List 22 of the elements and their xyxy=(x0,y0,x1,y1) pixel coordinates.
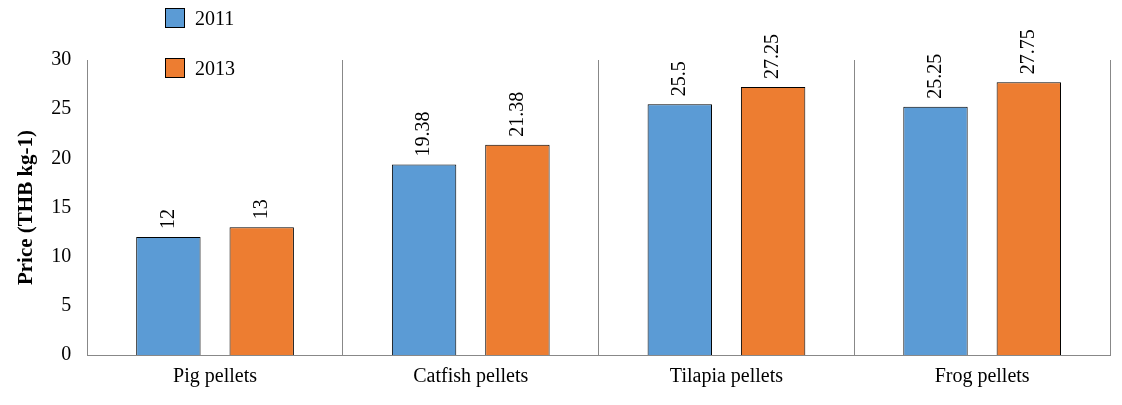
data-label: 27.75 xyxy=(1016,29,1039,75)
y-tick-label: 0 xyxy=(61,342,72,365)
x-tick-label: Tilapia pellets xyxy=(669,364,784,388)
data-label: 19.38 xyxy=(411,111,434,157)
data-label: 21.38 xyxy=(504,91,527,137)
data-label: 25.25 xyxy=(922,53,945,99)
y-axis-title: Price (THB kg-1) xyxy=(13,129,38,286)
legend-label: 2011 xyxy=(195,6,235,30)
x-tick-label: Pig pellets xyxy=(173,364,258,388)
y-tick-label: 25 xyxy=(51,96,72,119)
y-tick-label: 10 xyxy=(51,243,72,266)
y-tick-label: 5 xyxy=(61,293,72,316)
legend-label: 2013 xyxy=(195,56,235,80)
data-label: 12 xyxy=(155,209,178,229)
x-tick-label: Frog pellets xyxy=(934,364,1030,388)
data-label: 13 xyxy=(248,199,271,220)
x-tick-label: Catfish pellets xyxy=(413,364,529,388)
y-tick-label: 30 xyxy=(51,47,72,70)
data-label: 25.5 xyxy=(667,61,690,97)
y-tick-label: 20 xyxy=(51,145,72,168)
data-label: 27.25 xyxy=(760,34,783,80)
y-tick-label: 15 xyxy=(51,194,72,217)
